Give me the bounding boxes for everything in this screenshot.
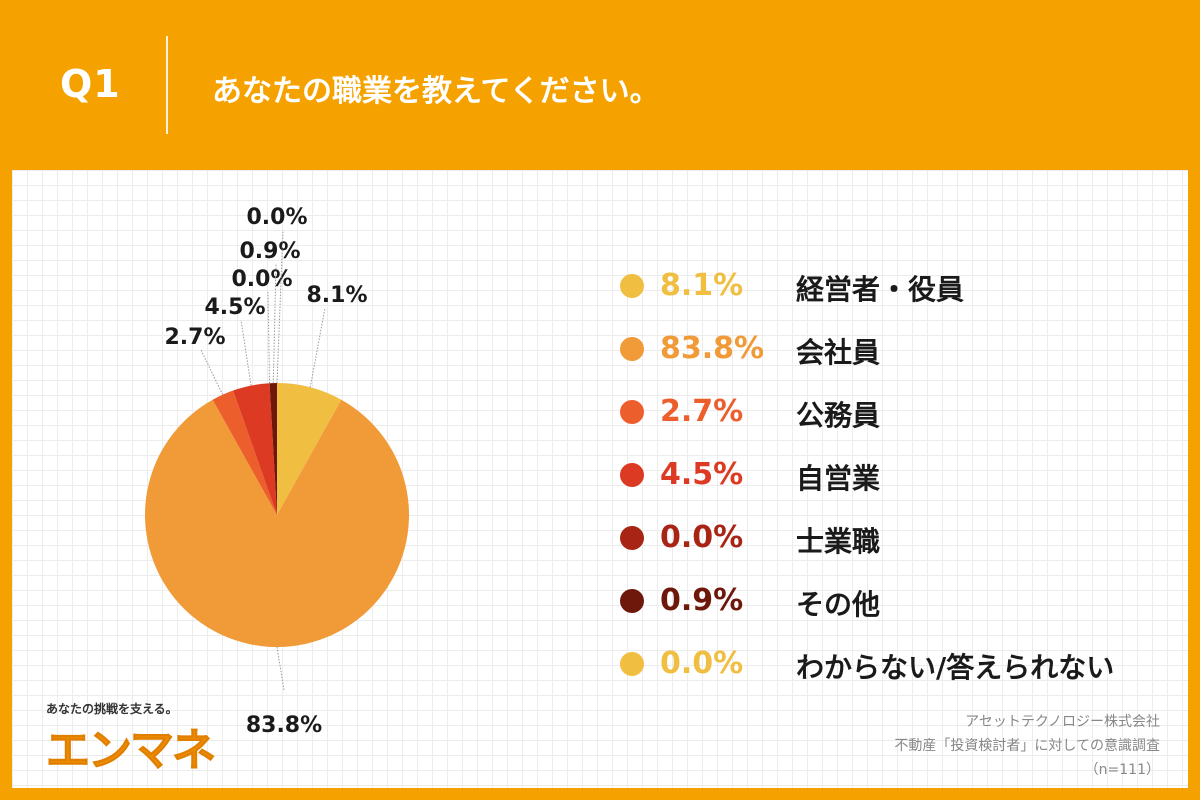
- brand-logo: エンマネ: [46, 725, 217, 777]
- legend-pct: 4.5%: [660, 457, 744, 492]
- legend-item: 83.8% 会社員: [618, 329, 1178, 369]
- legend-dot: [620, 400, 644, 424]
- legend-dot: [620, 463, 644, 487]
- legend-dot: [620, 274, 644, 298]
- legend-label: 自営業: [796, 462, 881, 495]
- legend-label: 会社員: [796, 336, 881, 369]
- slice-value-label-4: 4.5%: [204, 295, 265, 320]
- legend-pct: 0.0%: [660, 646, 744, 681]
- legend-dot: [620, 337, 644, 361]
- header: Q1 あなたの職業を教えてください。: [0, 0, 1200, 170]
- legend-pct: 0.0%: [660, 520, 744, 555]
- legend-dot: [620, 589, 644, 613]
- pie-slice-1: [277, 383, 342, 515]
- legend-item: 4.5% 自営業: [618, 455, 1178, 495]
- leader-line-5: [267, 291, 271, 384]
- legend-pct: 0.9%: [660, 583, 744, 618]
- pie-slice-3: [212, 390, 277, 515]
- pie-slice-6: [269, 383, 277, 515]
- legend-dot: [620, 526, 644, 550]
- source-sample: （n=111）: [1084, 762, 1160, 778]
- legend-dot: [620, 652, 644, 676]
- pie-slice-4: [233, 383, 277, 515]
- slice-value-label-3: 2.7%: [164, 325, 225, 350]
- leader-line-1: [309, 307, 326, 388]
- pie-chart: 8.1% 83.8% 2.7% 4.5% 0.0% 0.9% 0.0%: [145, 205, 409, 738]
- leader-line-4: [240, 319, 252, 386]
- slice-value-label-7: 0.0%: [246, 205, 307, 230]
- leader-line-6: [272, 263, 277, 384]
- leader-line-2: [276, 646, 285, 691]
- chart-panel: 8.1% 83.8% 2.7% 4.5% 0.0% 0.9% 0.0% 8.1% 経営者・役…: [12, 170, 1188, 788]
- legend-label: わからない/答えられない: [796, 651, 1115, 684]
- legend-pct: 83.8%: [660, 331, 765, 366]
- legend-item: 0.0% わからない/答えられない: [618, 644, 1178, 684]
- legend-label: 士業職: [796, 525, 881, 558]
- legend-item: 8.1% 経営者・役員: [618, 266, 1178, 306]
- slice-value-label-6: 0.9%: [239, 239, 300, 264]
- header-divider: [166, 36, 168, 134]
- legend-item: 0.0% 士業職: [618, 518, 1178, 558]
- pie-slice-2: [145, 399, 409, 647]
- slice-value-label-1: 8.1%: [306, 283, 367, 308]
- slice-value-label-5: 0.0%: [231, 267, 292, 292]
- legend-pct: 2.7%: [660, 394, 744, 429]
- source-note: アセットテクノロジー株式会社 不動産「投資検討者」に対しての意識調査 （n=11…: [894, 710, 1160, 782]
- legend-label: 公務員: [796, 399, 881, 432]
- slice-value-label-2: 83.8%: [246, 713, 322, 738]
- source-company: アセットテクノロジー株式会社: [965, 714, 1160, 730]
- legend-item: 2.7% 公務員: [618, 392, 1178, 432]
- source-survey: 不動産「投資検討者」に対しての意識調査: [894, 738, 1160, 754]
- legend-pct: 8.1%: [660, 268, 744, 303]
- question-number: Q1: [60, 62, 121, 106]
- brand-tagline: あなたの挑戦を支える。: [46, 702, 178, 716]
- question-title: あなたの職業を教えてください。: [212, 74, 660, 109]
- leader-line-3: [200, 349, 224, 395]
- legend-label: 経営者・役員: [796, 273, 965, 306]
- legend-label: その他: [796, 588, 881, 621]
- legend-item: 0.9% その他: [618, 581, 1178, 621]
